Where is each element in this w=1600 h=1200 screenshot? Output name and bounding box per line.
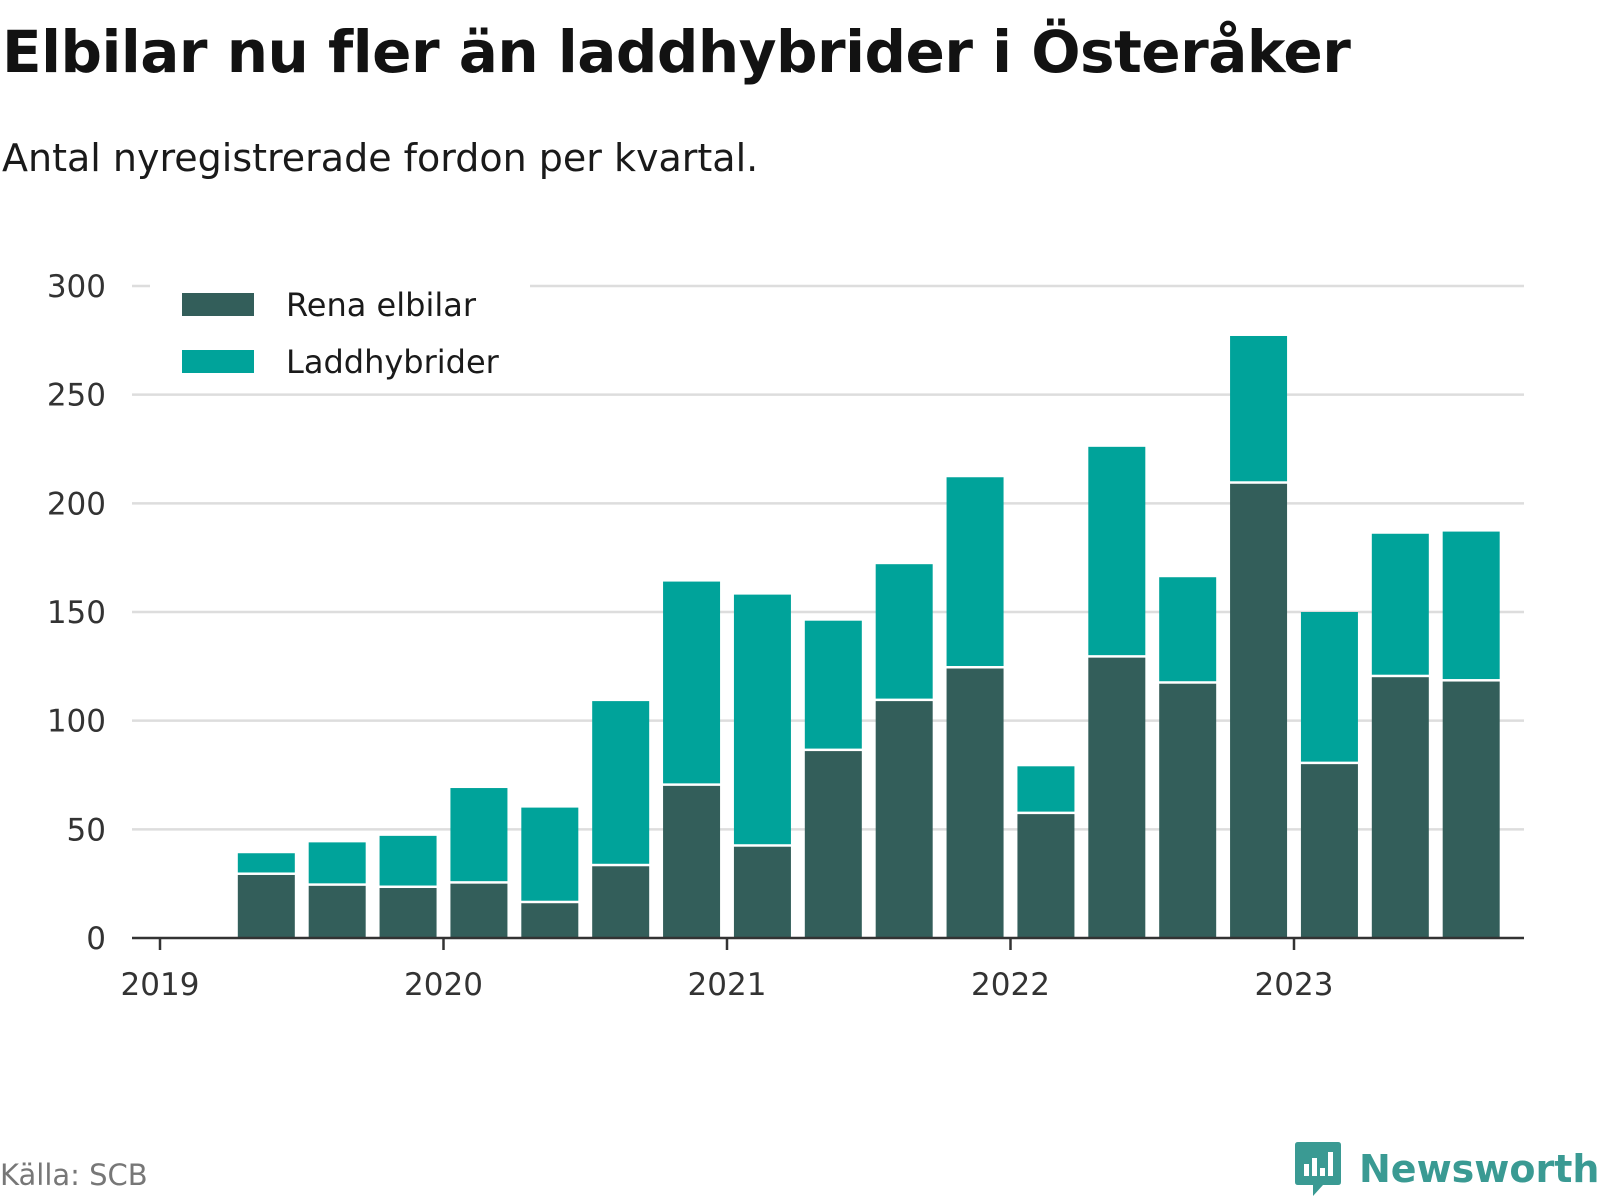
bar-laddhybrider: [450, 788, 508, 882]
legend-label-laddhybrider: Laddhybrider: [286, 343, 500, 381]
bar-laddhybrider: [946, 477, 1004, 667]
bar-rena-elbilar: [1159, 683, 1217, 938]
legend: Rena elbilar Laddhybrider: [150, 265, 530, 390]
y-tick-label: 0: [86, 921, 106, 957]
y-tick-label: 200: [47, 486, 106, 522]
bar-rena-elbilar: [804, 751, 862, 938]
y-tick-label: 150: [47, 595, 106, 631]
bar-laddhybrider: [308, 842, 366, 884]
bar-rena-elbilar: [450, 883, 508, 938]
bar-rena-elbilar: [946, 668, 1004, 938]
bar-laddhybrider: [1017, 766, 1075, 812]
x-tick-label: 2022: [971, 967, 1050, 1003]
y-tick-label: 300: [47, 269, 106, 305]
x-tick-label: 2023: [1255, 967, 1334, 1003]
bar-rena-elbilar: [1371, 677, 1429, 938]
axes: 0 50 100 150 200 250 300 2019 2020 2021 2022 2023: [47, 269, 1524, 1003]
bar-rena-elbilar: [733, 846, 791, 938]
bar-laddhybrider: [1088, 446, 1146, 656]
bar-rena-elbilar: [1017, 814, 1075, 938]
bars: [237, 335, 1500, 938]
bar-laddhybrider: [1442, 531, 1500, 680]
bar-laddhybrider: [1159, 577, 1217, 682]
chart-title: Elbilar nu fler än laddhybrider i Österå…: [2, 18, 1351, 86]
bar-rena-elbilar: [1088, 657, 1146, 938]
bar-laddhybrider: [521, 807, 579, 901]
x-tick-label: 2020: [404, 967, 483, 1003]
legend-label-rena-elbilar: Rena elbilar: [286, 286, 477, 324]
newsworthy-logo-icon: [1295, 1142, 1341, 1196]
brand-logo: Newsworthy: [1293, 1140, 1600, 1198]
legend-swatch-laddhybrider: [182, 350, 254, 373]
bar-laddhybrider: [379, 835, 437, 886]
y-tick-label: 100: [47, 704, 106, 740]
bar-laddhybrider: [1371, 533, 1429, 675]
bar-laddhybrider: [1230, 335, 1288, 482]
bar-rena-elbilar: [1300, 764, 1358, 938]
bar-rena-elbilar: [308, 885, 366, 938]
legend-swatch-rena-elbilar: [182, 293, 254, 316]
bar-rena-elbilar: [592, 866, 650, 938]
bar-laddhybrider: [733, 594, 791, 845]
brand-name: Newsworthy: [1359, 1147, 1600, 1191]
bar-rena-elbilar: [663, 785, 721, 938]
bar-rena-elbilar: [1230, 483, 1288, 938]
bar-laddhybrider: [663, 581, 721, 784]
bar-rena-elbilar: [875, 701, 933, 938]
x-tick-label: 2021: [688, 967, 767, 1003]
bar-laddhybrider: [237, 853, 295, 873]
bar-rena-elbilar: [379, 888, 437, 938]
chart-subtitle: Antal nyregistrerade fordon per kvartal.: [2, 136, 759, 180]
source-note: Källa: SCB: [0, 1158, 148, 1192]
x-tick-label: 2019: [121, 967, 200, 1003]
bar-laddhybrider: [875, 564, 933, 699]
y-tick-label: 50: [67, 812, 106, 848]
bar-laddhybrider: [1300, 612, 1358, 762]
bar-rena-elbilar: [1442, 681, 1500, 938]
y-tick-label: 250: [47, 378, 106, 414]
bar-laddhybrider: [592, 701, 650, 864]
bar-rena-elbilar: [521, 903, 579, 938]
bar-laddhybrider: [804, 620, 862, 749]
bar-rena-elbilar: [237, 874, 295, 938]
